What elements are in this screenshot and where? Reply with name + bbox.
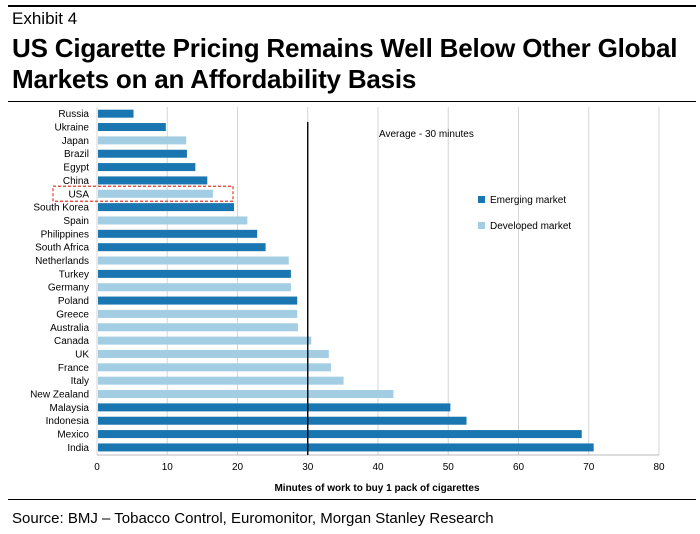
chart-title: US Cigarette Pricing Remains Well Below … — [12, 33, 678, 94]
x-tick-label: 10 — [162, 462, 174, 473]
category-label: Egypt — [63, 163, 89, 174]
legend-swatch-developed — [478, 222, 485, 229]
x-tick-label: 0 — [94, 462, 100, 473]
bar-chart: Russia Ukraine Japan Brazil Egypt China USA Sou… — [30, 107, 665, 494]
gridlines — [96, 107, 660, 456]
bar-australia — [98, 323, 298, 332]
bar-brazil — [98, 149, 187, 158]
category-label: Mexico — [57, 430, 89, 441]
bar-netherlands — [98, 256, 289, 265]
x-axis-label: Minutes of work to buy 1 pack of cigaret… — [274, 483, 479, 494]
category-label: Malaysia — [50, 403, 90, 414]
bar-spain — [98, 216, 248, 225]
bar-russia — [98, 109, 134, 118]
bar-new-zealand — [98, 390, 394, 399]
bar-mexico — [98, 430, 582, 439]
bar-philippines — [98, 229, 258, 238]
category-label: Japan — [62, 136, 89, 147]
usa-highlight-box — [52, 185, 234, 202]
bar-canada — [98, 336, 312, 345]
category-label: Australia — [50, 323, 89, 334]
category-label: South Korea — [33, 203, 89, 214]
legend: Emerging market Developed market — [478, 195, 571, 232]
footer-rule — [8, 499, 696, 500]
category-label: China — [63, 176, 90, 187]
category-label: Poland — [58, 296, 89, 307]
category-label: Ukraine — [55, 123, 90, 134]
category-label: Brazil — [64, 149, 89, 160]
bar-indonesia — [98, 416, 467, 425]
x-tick-label: 80 — [653, 462, 665, 473]
exhibit-label: Exhibit 4 — [12, 9, 78, 28]
category-label: Greece — [56, 309, 89, 320]
average-line-group: Average - 30 minutes — [307, 122, 474, 455]
category-label: Russia — [58, 109, 89, 120]
x-tick-label: 30 — [302, 462, 314, 473]
x-tick-label: 40 — [372, 462, 384, 473]
bars — [98, 109, 594, 452]
category-label: Germany — [48, 283, 89, 294]
category-label: Canada — [54, 336, 89, 347]
category-label: Turkey — [59, 269, 89, 280]
bar-south-korea — [98, 203, 234, 212]
bar-poland — [98, 296, 298, 305]
bar-turkey — [98, 269, 291, 278]
source-note: Source: BMJ – Tobacco Control, Euromonit… — [12, 510, 494, 527]
x-tick-label: 20 — [232, 462, 244, 473]
category-label: New Zealand — [30, 390, 89, 401]
category-labels: Russia Ukraine Japan Brazil Egypt China USA Sou… — [30, 109, 234, 454]
category-label: Italy — [71, 376, 89, 387]
x-tick-labels: 0 10 20 30 40 50 60 70 80 — [94, 462, 665, 473]
legend-swatch-emerging — [478, 196, 485, 203]
bar-usa — [98, 189, 213, 198]
title-rule — [8, 101, 696, 102]
bar-france — [98, 363, 331, 372]
category-label: USA — [68, 189, 89, 200]
bar-ukraine — [98, 123, 166, 132]
category-label: Spain — [63, 216, 89, 227]
bar-egypt — [98, 163, 196, 172]
bar-south-africa — [98, 243, 266, 252]
bar-malaysia — [98, 403, 451, 412]
bar-india — [98, 443, 594, 452]
category-label: India — [67, 443, 89, 454]
category-label: Netherlands — [35, 256, 89, 267]
average-label: Average - 30 minutes — [379, 129, 474, 140]
category-label: South Africa — [35, 243, 89, 254]
category-label: Indonesia — [46, 416, 90, 427]
bar-germany — [98, 283, 291, 292]
bar-japan — [98, 136, 187, 145]
x-tick-label: 50 — [443, 462, 455, 473]
category-label: France — [58, 363, 90, 374]
x-tick-label: 70 — [583, 462, 595, 473]
legend-label-emerging: Emerging market — [490, 195, 566, 206]
category-label: Philippines — [41, 229, 89, 240]
x-tick-label: 60 — [513, 462, 525, 473]
top-rule — [8, 5, 696, 7]
bar-italy — [98, 376, 344, 385]
legend-label-developed: Developed market — [490, 221, 571, 232]
bar-greece — [98, 309, 298, 318]
bar-china — [98, 176, 208, 185]
category-label: UK — [75, 349, 89, 360]
bar-uk — [98, 349, 329, 358]
